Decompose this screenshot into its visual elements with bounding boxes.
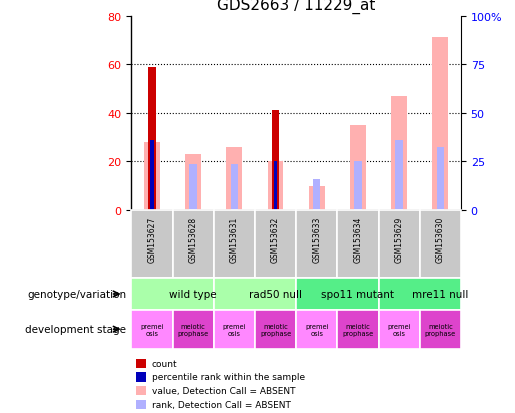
Bar (131, 310, 173, 349)
Bar (433, 38, 448, 211)
Text: premei
osis: premei osis (140, 323, 164, 336)
Bar (131, 279, 214, 310)
Bar (148, 140, 156, 211)
Text: genotype/variation: genotype/variation (27, 289, 126, 299)
Bar (148, 67, 156, 211)
Title: GDS2663 / 11229_at: GDS2663 / 11229_at (217, 0, 375, 14)
Text: GSM153627: GSM153627 (147, 216, 157, 262)
Bar (190, 164, 197, 211)
Text: meiotic
prophase: meiotic prophase (425, 323, 456, 336)
Bar (379, 279, 461, 310)
Text: spo11 mutant: spo11 mutant (321, 289, 394, 299)
Bar (131, 211, 173, 279)
Bar (214, 211, 255, 279)
Text: development stage: development stage (25, 324, 126, 335)
Bar (337, 211, 379, 279)
Bar (272, 162, 279, 211)
Bar (420, 211, 461, 279)
Bar (296, 310, 337, 349)
Text: rad50 null: rad50 null (249, 289, 302, 299)
Bar (379, 310, 420, 349)
Text: count: count (152, 359, 178, 368)
Bar (185, 155, 201, 211)
Bar (379, 211, 420, 279)
Text: wild type: wild type (169, 289, 217, 299)
Text: meiotic
prophase: meiotic prophase (342, 323, 373, 336)
Text: mre11 null: mre11 null (412, 289, 469, 299)
Text: GSM153632: GSM153632 (271, 216, 280, 262)
Text: meiotic
prophase: meiotic prophase (260, 323, 291, 336)
Bar (173, 211, 214, 279)
Bar (255, 310, 296, 349)
Bar (420, 310, 461, 349)
Text: premei
osis: premei osis (305, 323, 329, 336)
Bar (173, 310, 214, 349)
Bar (354, 162, 362, 211)
Bar (150, 140, 154, 211)
Text: GSM153628: GSM153628 (188, 216, 198, 262)
Bar (255, 211, 296, 279)
Bar (227, 147, 242, 211)
Bar (268, 162, 283, 211)
Bar (214, 310, 255, 349)
Bar (350, 126, 366, 211)
Bar (337, 310, 379, 349)
Bar (309, 186, 324, 211)
Bar (396, 140, 403, 211)
Bar (273, 162, 278, 211)
Text: GSM153631: GSM153631 (230, 216, 239, 262)
Text: GSM153629: GSM153629 (394, 216, 404, 262)
Bar (391, 97, 407, 211)
Text: meiotic
prophase: meiotic prophase (178, 323, 209, 336)
Text: value, Detection Call = ABSENT: value, Detection Call = ABSENT (152, 386, 296, 395)
Text: premei
osis: premei osis (387, 323, 411, 336)
Bar (272, 111, 279, 211)
Bar (231, 164, 238, 211)
Bar (296, 279, 379, 310)
Text: premei
osis: premei osis (222, 323, 246, 336)
Bar (296, 211, 337, 279)
Bar (144, 143, 160, 211)
Bar (214, 279, 296, 310)
Text: GSM153633: GSM153633 (312, 216, 321, 262)
Text: rank, Detection Call = ABSENT: rank, Detection Call = ABSENT (152, 400, 291, 409)
Bar (437, 147, 444, 211)
Bar (313, 179, 320, 211)
Text: GSM153634: GSM153634 (353, 216, 363, 262)
Text: GSM153630: GSM153630 (436, 216, 445, 262)
Text: percentile rank within the sample: percentile rank within the sample (152, 373, 305, 382)
